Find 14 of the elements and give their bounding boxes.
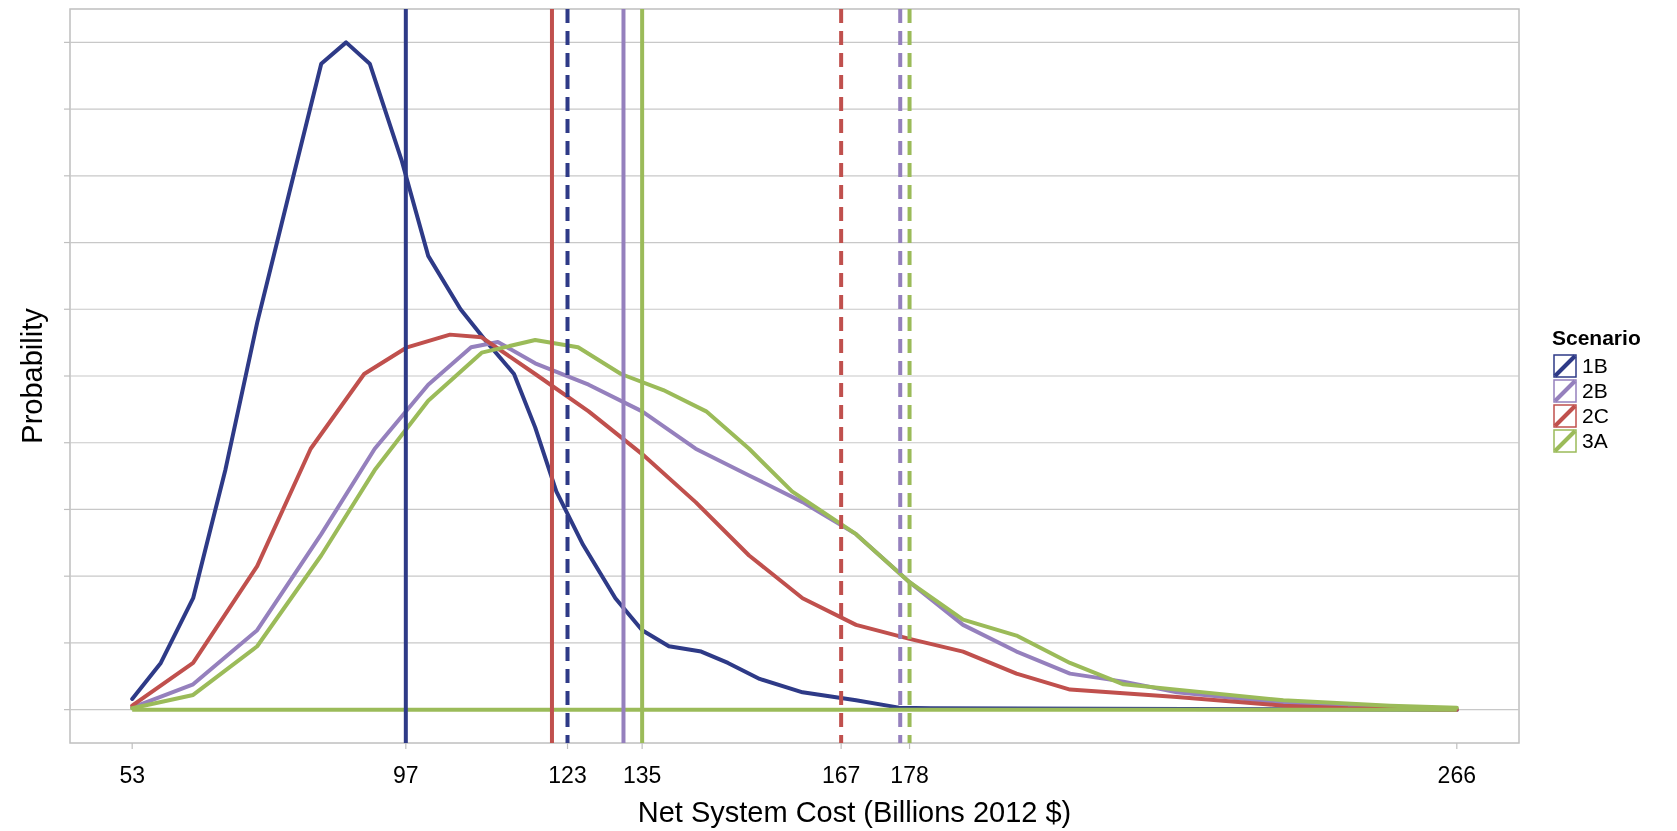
legend-label: 2B <box>1582 379 1608 402</box>
x-tick-label: 123 <box>548 762 587 788</box>
y-axis-title: Probability <box>16 307 48 444</box>
legend-title: Scenario <box>1552 326 1641 349</box>
x-tick-label: 53 <box>119 762 145 788</box>
x-tick-label: 97 <box>393 762 419 788</box>
legend-label: 2C <box>1582 404 1609 427</box>
legend-label: 3A <box>1582 429 1608 452</box>
x-tick-label: 266 <box>1437 762 1476 788</box>
x-tick-label: 178 <box>890 762 929 788</box>
x-tick-label: 135 <box>622 762 662 788</box>
x-axis-title: Net System Cost (Billions 2012 $) <box>637 796 1072 828</box>
x-tick-label: 167 <box>821 762 861 788</box>
legend-label: 1B <box>1582 354 1608 377</box>
